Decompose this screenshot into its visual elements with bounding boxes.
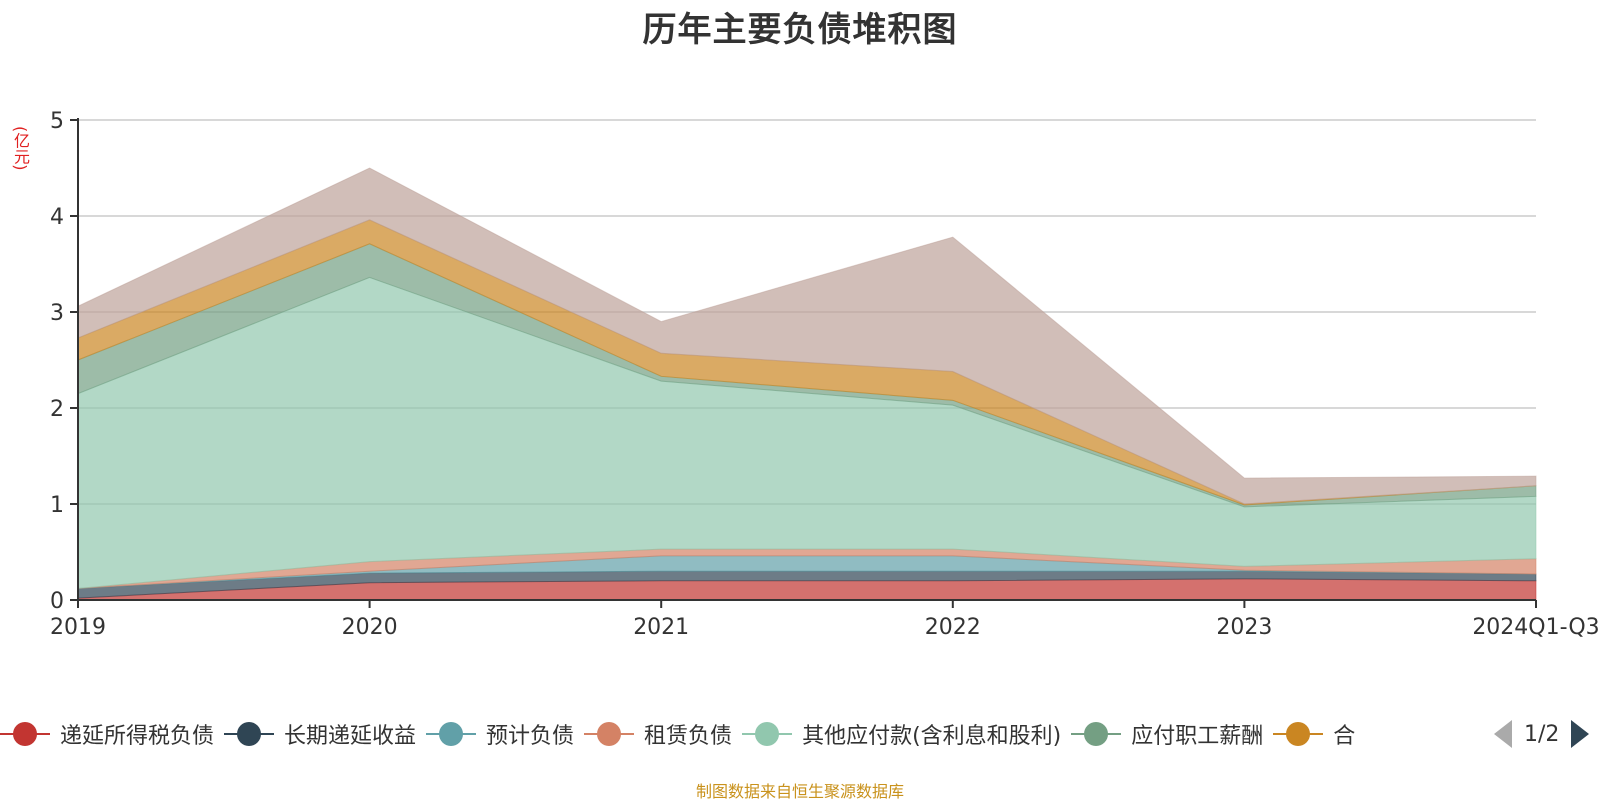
- legend-label: 租赁负债: [644, 724, 733, 749]
- x-tick-label: 2022: [925, 615, 981, 640]
- x-tick-label: 2020: [342, 615, 398, 640]
- legend-label: 合: [1333, 724, 1356, 749]
- legend-marker-icon: [584, 722, 635, 746]
- legend-item[interactable]: 其他应付款(含利息和股利): [742, 716, 1061, 752]
- legend-dot-icon: [237, 722, 262, 746]
- legend-label: 长期递延收益: [284, 724, 417, 749]
- area-series: [77, 167, 1537, 601]
- source-note: 制图数据来自恒生聚源数据库: [695, 782, 904, 801]
- legend-dot-icon: [439, 722, 464, 746]
- legend-pager: 1/2: [1494, 716, 1600, 752]
- x-tick-label: 2019: [50, 615, 106, 640]
- chart-plot: 0 1 2 3 4 5 2019 2020 2021 2022 2023 2024Q1-Q3: [50, 109, 1600, 640]
- legend-marker-icon: [1273, 722, 1324, 746]
- legend-dot-icon: [1286, 722, 1311, 746]
- x-tick-label: 2021: [633, 615, 689, 640]
- legend-marker-icon: [1071, 722, 1122, 746]
- legend-item[interactable]: 预计负债: [426, 716, 574, 752]
- x-tick-label: 2023: [1216, 615, 1272, 640]
- legend-page-indicator: 1/2: [1524, 721, 1560, 747]
- y-tick-label: 3: [50, 301, 64, 326]
- legend-dot-icon: [755, 722, 780, 746]
- legend-label: 其他应付款(含利息和股利): [802, 724, 1062, 749]
- legend-next-page-icon[interactable]: [1571, 720, 1590, 748]
- axes: 0 1 2 3 4 5 2019 2020 2021 2022 2023 2024Q1-Q3: [50, 109, 1600, 640]
- legend-dot-icon: [13, 722, 37, 746]
- area-series-应付账款: [77, 167, 1537, 505]
- legend-marker-icon: [426, 722, 477, 746]
- legend-item[interactable]: 长期递延收益: [224, 716, 416, 752]
- y-tick-label: 5: [50, 109, 64, 134]
- legend-label: 预计负债: [486, 724, 575, 749]
- legend-prev-page-icon[interactable]: [1494, 720, 1512, 748]
- legend-item[interactable]: 合: [1273, 716, 1355, 752]
- legend-label: 递延所得税负债: [60, 724, 215, 749]
- y-tick-label: 0: [50, 589, 64, 614]
- legend-marker-icon: [224, 722, 275, 746]
- y-tick-label: 2: [50, 397, 64, 422]
- legend-item[interactable]: 递延所得税负债: [0, 716, 214, 752]
- legend-dot-icon: [1084, 722, 1109, 746]
- legend-item[interactable]: 应付职工薪酬: [1071, 716, 1263, 752]
- y-tick-label: 4: [50, 205, 64, 230]
- legend-dot-icon: [597, 722, 622, 746]
- chart-title: 历年主要负债堆积图: [642, 10, 958, 50]
- legend-item[interactable]: 租赁负债: [584, 716, 732, 752]
- y-axis-label: (亿元): [11, 125, 30, 171]
- legend: 递延所得税负债 长期递延收益 预计负债 租赁负债 其他应付款(含利息和股利) 应付职工薪酬…: [0, 716, 1480, 752]
- y-tick-label: 1: [50, 493, 64, 518]
- x-tick-label: 2024Q1-Q3: [1472, 615, 1599, 640]
- legend-label: 应付职工薪酬: [1131, 724, 1264, 749]
- legend-marker-icon: [0, 722, 50, 746]
- legend-marker-icon: [742, 722, 793, 746]
